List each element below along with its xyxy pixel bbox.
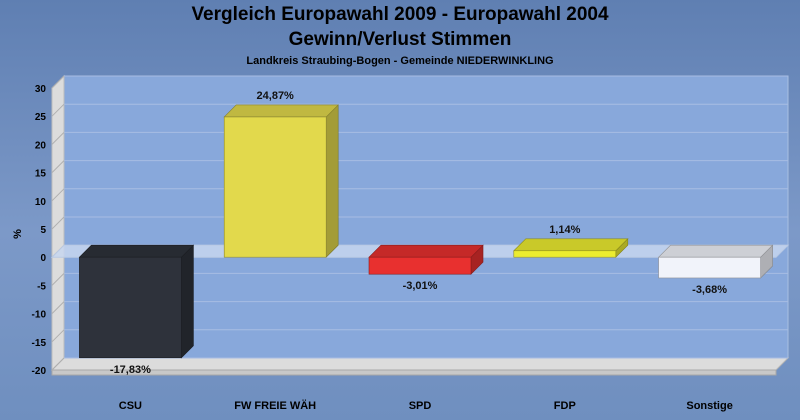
- bar-side: [325, 104, 339, 258]
- data-label: 1,14%: [549, 224, 580, 236]
- category-label: Sonstige: [686, 400, 732, 412]
- chart-title: Vergleich Europawahl 2009 - Europawahl 2…: [191, 4, 609, 25]
- grid-line-side: [51, 188, 65, 202]
- bar-top: [513, 238, 629, 252]
- grid-line-side: [51, 103, 65, 117]
- y-axis-label: %: [12, 229, 24, 239]
- grid-line-side: [51, 216, 65, 230]
- grid-line-side: [51, 160, 65, 173]
- bar-csu: [79, 256, 182, 359]
- y-tick-label: -5: [37, 281, 46, 292]
- grid-line-side: [51, 329, 65, 343]
- plot-floor-edge: [51, 369, 777, 376]
- y-tick-label: 5: [40, 225, 46, 236]
- y-tick-label: 20: [35, 140, 47, 151]
- data-label: -3,01%: [403, 280, 438, 292]
- bar-fw-freie-w-h: [223, 116, 327, 258]
- bar-fdp: [513, 250, 617, 258]
- y-tick-label: 10: [35, 197, 47, 208]
- bar-spd: [368, 256, 472, 275]
- y-tick-label: 25: [35, 112, 47, 123]
- data-label: 24,87%: [257, 90, 295, 102]
- bar-top: [223, 104, 339, 118]
- bar-sonstige: [658, 256, 761, 279]
- y-tick-label: 15: [35, 169, 47, 180]
- y-tick-label: -15: [32, 338, 47, 349]
- y-tick-label: -10: [32, 310, 47, 321]
- grid-line-side: [51, 301, 65, 314]
- y-tick-label: -20: [32, 366, 47, 377]
- data-label: -3,68%: [692, 284, 727, 296]
- bar-top: [78, 244, 195, 258]
- grid-line-side: [51, 273, 65, 286]
- y-tick-label: 30: [35, 84, 47, 95]
- chart-subtitle: Gewinn/Verlust Stimmen: [288, 29, 512, 50]
- category-label: FW FREIE WÄH: [234, 399, 316, 412]
- grid-line-side: [51, 75, 65, 89]
- y-tick-label: 0: [40, 253, 46, 264]
- category-label: FDP: [554, 400, 576, 412]
- grid-line-side: [51, 357, 65, 371]
- category-label: SPD: [409, 400, 432, 412]
- bar-top: [657, 244, 774, 258]
- bar-side: [181, 244, 194, 359]
- plot-floor: [50, 357, 790, 371]
- y-axis-ticks: 30 25 20 15 10 5 0 -5 -10 -15 -20: [32, 84, 47, 377]
- chart-subtitle-region: Landkreis Straubing-Bogen - Gemeinde NIE…: [246, 55, 554, 67]
- data-label: -17,83%: [110, 364, 151, 376]
- category-labels: CSU FW FREIE WÄH SPD FDP Sonstige: [119, 399, 733, 412]
- grid-line-side: [51, 132, 65, 145]
- bar-top: [368, 244, 484, 258]
- category-label: CSU: [119, 400, 142, 412]
- bars: -17,83% 24,87% -3,01% 1,14% -3,68%: [78, 90, 774, 376]
